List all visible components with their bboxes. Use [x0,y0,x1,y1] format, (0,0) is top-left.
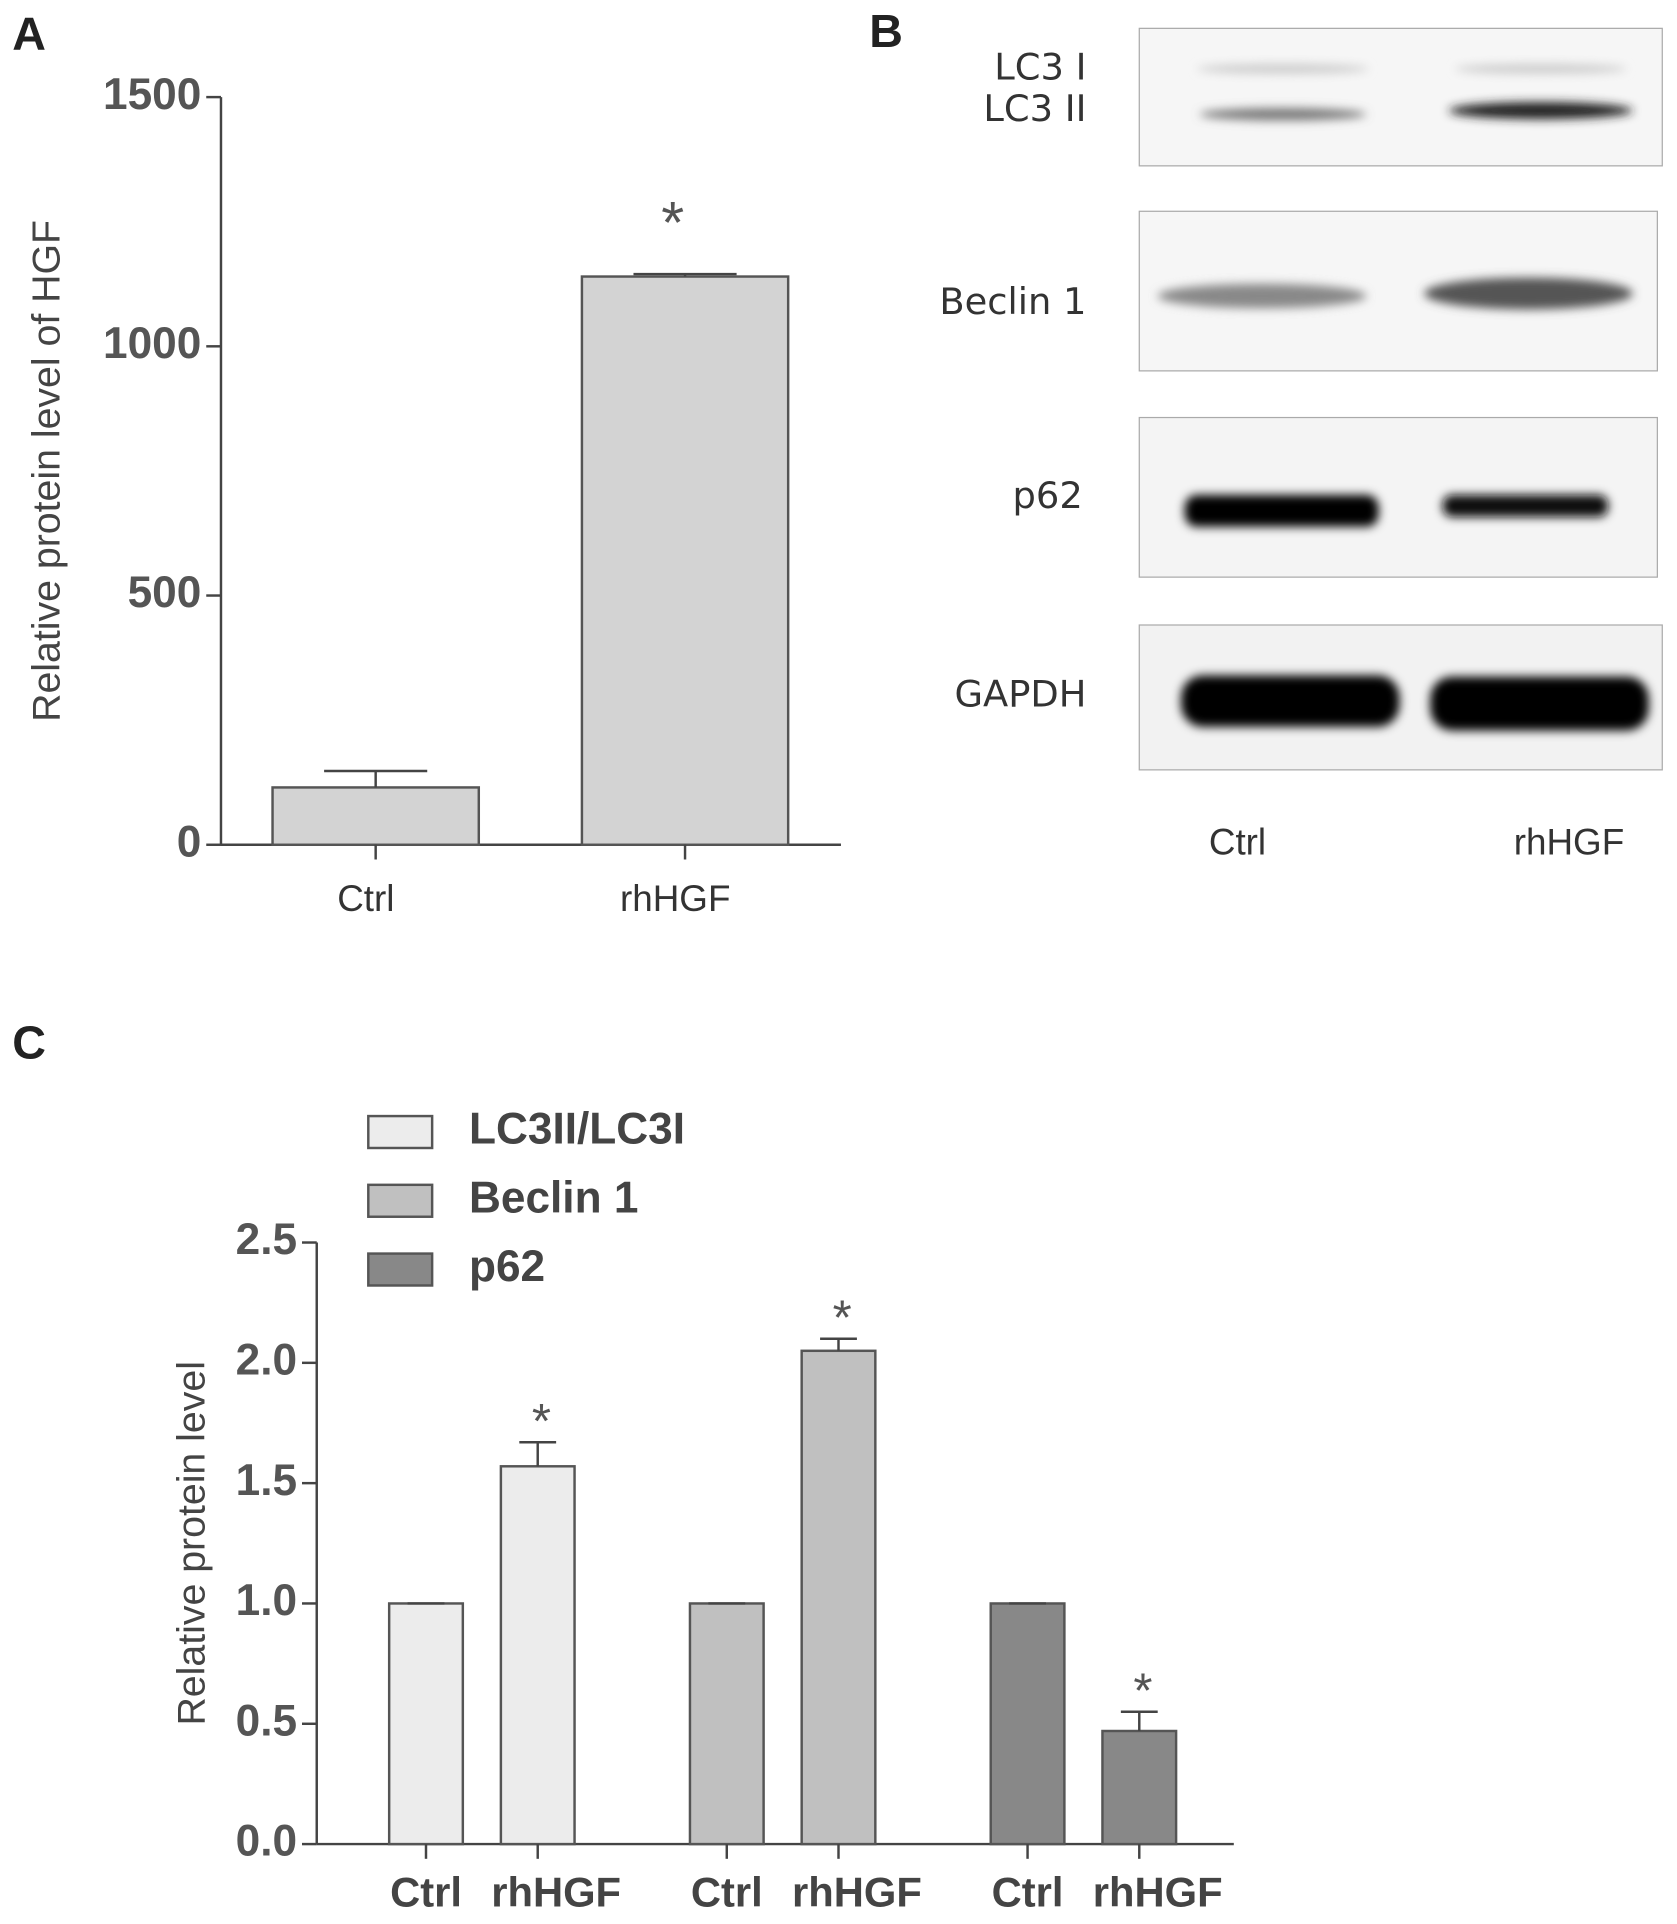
panel-label: A [12,7,46,59]
y-tick-label: 500 [128,568,202,617]
blot-row-label: LC3 II [983,87,1086,130]
y-tick-label: 0 [177,817,202,866]
panel-label: C [12,1016,46,1068]
legend-label: LC3II/LC3I [469,1105,685,1154]
panel-label: B [869,5,903,57]
bar [387,1602,465,1846]
error-bar [633,272,737,277]
bar [989,1602,1066,1846]
x-tick-label: Ctrl [390,1869,462,1916]
blot-row-label: p62 [1013,474,1083,517]
legend-swatch [367,1114,434,1150]
error-bar [1120,1710,1158,1731]
legend-label: Beclin 1 [469,1173,638,1222]
blot-lane-label: rhHGF [1514,821,1625,862]
legend-swatch [367,1183,434,1218]
y-tick-label: 0.5 [236,1696,297,1745]
legend-label: p62 [469,1242,545,1291]
y-tick-label: 1500 [103,70,201,119]
bar [688,1602,765,1846]
x-tick-label: Ctrl [691,1869,763,1916]
y-tick-label: 1.0 [236,1576,297,1625]
blot-row-label: Beclin 1 [939,280,1086,323]
y-tick-label: 1000 [103,319,201,368]
x-tick-label: Ctrl [992,1869,1064,1916]
bar [499,1465,576,1846]
x-tick-label: Ctrl [337,878,394,919]
x-tick-label: rhHGF [620,878,731,919]
blot-image [1138,27,1663,771]
legend-swatch [367,1252,434,1287]
x-tick-label: rhHGF [491,1869,621,1916]
bar [271,786,481,846]
bar [800,1349,877,1846]
annotation: * [661,191,684,256]
annotation: * [833,1292,852,1346]
annotation: * [1133,1665,1152,1719]
annotation: * [532,1395,551,1449]
blot-row-label: LC3 I [994,45,1086,88]
blot-row-label: GAPDH [954,673,1086,716]
bar [580,275,790,846]
y-tick-label: 1.5 [236,1456,297,1505]
y-tick-label: 2.5 [236,1215,297,1264]
y-axis-label: Relative protein level of HGF [24,220,68,722]
error-bar [324,769,428,788]
x-tick-label: rhHGF [792,1869,922,1916]
error-bar [820,1337,857,1351]
y-tick-label: 0.0 [236,1817,297,1866]
blot-lane-label: Ctrl [1209,821,1266,862]
y-tick-label: 2.0 [236,1336,297,1385]
y-axis-label: Relative protein level [169,1361,213,1725]
x-tick-label: rhHGF [1093,1869,1223,1916]
bar [1101,1729,1178,1846]
error-bar [519,1441,557,1467]
